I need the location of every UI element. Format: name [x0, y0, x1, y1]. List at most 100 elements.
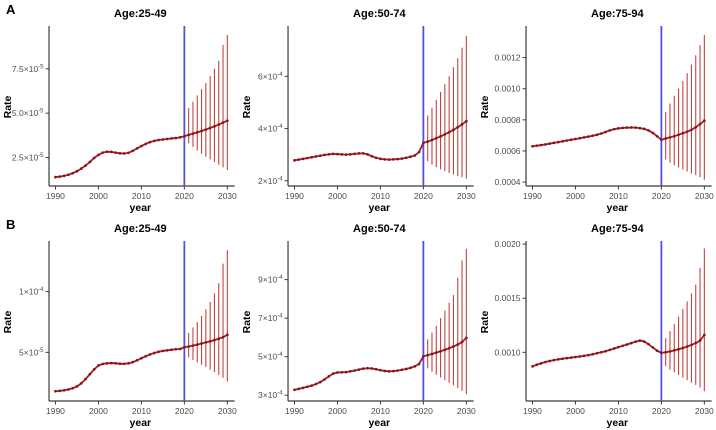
rate-point	[430, 138, 433, 142]
rate-point	[357, 368, 360, 371]
rate-point	[673, 134, 676, 138]
rate-point	[340, 370, 343, 374]
y-tick-labels: 3×10-4 5×10-4 7×10-4 9×10-4	[258, 275, 288, 400]
rate-point	[557, 140, 560, 144]
rate-point	[318, 154, 322, 158]
rate-point	[570, 356, 573, 359]
rate-points	[531, 333, 707, 368]
rate-point	[161, 349, 165, 353]
rate-point	[552, 358, 556, 362]
rate-point	[400, 157, 403, 160]
rate-point	[651, 131, 655, 135]
rate-point	[144, 142, 148, 146]
rate-point	[208, 126, 212, 130]
rate-point	[225, 333, 229, 337]
rate-point	[447, 130, 451, 134]
rate-point	[443, 348, 446, 352]
rate-point	[191, 344, 195, 347]
x-tick-label: 2000	[566, 191, 585, 201]
y-axis-label: Rate	[479, 310, 491, 333]
rate-point	[425, 353, 429, 357]
rate-points	[54, 119, 229, 179]
rate-point	[638, 339, 642, 342]
rate-point	[604, 130, 608, 134]
rate-point	[557, 357, 560, 361]
rate-point	[161, 138, 165, 141]
rate-point	[664, 137, 668, 140]
rate-point	[105, 361, 109, 365]
chart-a-age-75-94: 1990 2000 2010 2020 2030 0.0004 0.0006 0.0008 0.…	[477, 0, 716, 215]
rate-point	[75, 385, 79, 388]
rate-point	[591, 134, 595, 138]
rate-point	[434, 351, 438, 354]
rate-points	[292, 119, 468, 162]
rate-point	[643, 340, 646, 343]
rate-point	[447, 346, 451, 350]
x-tick-label: 1990	[46, 191, 65, 201]
chart-title: Age:75-94	[591, 223, 644, 235]
rate-point	[292, 388, 296, 392]
rate-point	[200, 129, 203, 133]
chart-title: Age:25-49	[114, 223, 167, 235]
rate-point	[417, 362, 421, 366]
y-tick-labels: 2×10-4 4×10-4 6×10-4	[258, 71, 288, 186]
y-axis-label: Rate	[2, 95, 14, 118]
rate-point	[71, 171, 75, 175]
rate-point	[544, 360, 548, 364]
rate-point	[191, 132, 195, 135]
x-tick-label: 2030	[695, 406, 714, 416]
rate-point	[322, 153, 326, 157]
rate-point	[400, 368, 403, 372]
confidence-interval-bars	[665, 35, 706, 180]
rate-point	[378, 368, 382, 372]
x-tick-labels: 1990 2000 2010 2020 2030	[46, 186, 237, 201]
y-tick-label: 5×10-4	[258, 352, 283, 362]
rate-point	[344, 370, 348, 374]
rate-point	[335, 371, 339, 374]
rate-point	[208, 339, 212, 343]
rate-point	[340, 153, 343, 156]
rate-point	[361, 152, 365, 155]
y-axis-label: Rate	[241, 310, 253, 333]
rate-point	[217, 123, 221, 126]
x-tick-label: 2000	[566, 406, 585, 416]
x-tick-label: 2010	[132, 191, 151, 201]
rate-point	[357, 152, 360, 155]
rate-point	[464, 336, 468, 340]
axes	[525, 26, 712, 187]
rate-point	[122, 362, 126, 366]
y-tick-label: 7×10-4	[258, 313, 283, 323]
panel-label-b: B	[6, 217, 16, 232]
rate-point	[540, 143, 543, 147]
rate-point	[314, 382, 317, 386]
y-tick-label: 5×10-5	[19, 347, 44, 357]
rate-point	[561, 139, 565, 143]
rate-point	[170, 348, 173, 352]
rate-point	[591, 352, 595, 356]
rate-point	[122, 152, 126, 155]
chart-a-age-50-74: 1990 2000 2010 2020 2030 2×10-4 4×10-4 6×10-4 Ag…	[239, 0, 478, 215]
rate-point	[92, 368, 96, 371]
rate-point	[305, 156, 309, 160]
rate-point	[681, 346, 685, 350]
chart-svg: 1990 2000 2010 2020 2030 0.0010 0.0015 0.0020 Ag…	[479, 223, 714, 429]
rate-point	[97, 153, 100, 157]
rate-point	[595, 351, 599, 355]
y-tick-label: 4×10-4	[258, 124, 283, 134]
rate-point	[677, 133, 681, 137]
rate-point	[183, 345, 186, 349]
rate-point	[647, 342, 651, 346]
rate-point	[634, 340, 638, 344]
rate-point	[651, 346, 655, 349]
chart-b-age-75-94: 1990 2000 2010 2020 2030 0.0010 0.0015 0.0020 Ag…	[477, 215, 716, 430]
y-tick-label: 5.0×10-5	[12, 108, 44, 118]
rate-point	[217, 337, 221, 341]
rate-point	[135, 358, 139, 362]
rate-point	[383, 158, 386, 161]
axes	[287, 26, 474, 187]
rate-point	[352, 369, 356, 372]
rate-point	[79, 167, 83, 170]
rate-point	[187, 133, 191, 137]
rate-point	[630, 126, 633, 129]
